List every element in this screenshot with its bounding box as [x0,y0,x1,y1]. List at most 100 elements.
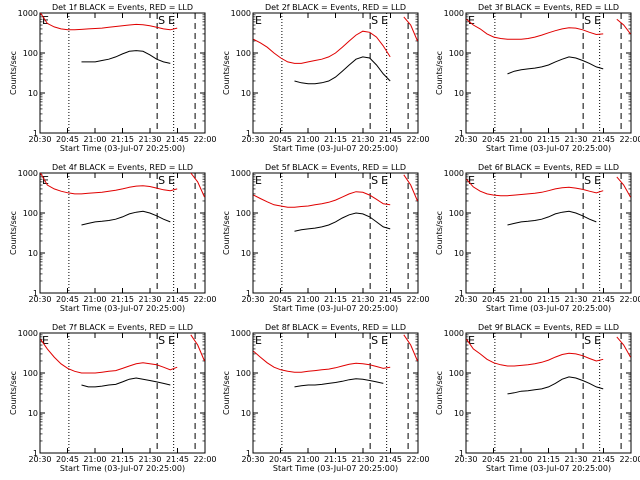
x-tick-label: 22:00 [406,295,429,304]
chart-title: Det 6f BLACK = Events, RED = LLD [478,163,619,172]
y-tick-label: 10 [454,249,464,258]
chart-title: Det 9f BLACK = Events, RED = LLD [478,323,619,332]
lld-series-line [466,178,604,197]
x-tick-label: 21:15 [324,455,347,464]
event-marker: E [168,334,175,347]
events-series-line [81,50,171,64]
x-tick-label: 21:00 [296,455,319,464]
event-marker: E [381,14,388,27]
y-tick-label: 10 [28,409,38,418]
x-tick-label: 21:45 [379,455,402,464]
x-tick-label: 21:45 [592,135,615,144]
y-tick-label: 1000 [444,169,464,178]
y-tick-label: 10 [454,409,464,418]
x-axis-label: Start Time (03-Jul-07 20:25:00) [273,304,398,313]
lld-series-line [190,172,205,198]
event-marker: E [255,174,262,187]
y-tick-label: 100 [449,209,464,218]
x-tick-label: 21:15 [111,135,134,144]
y-tick-label: 1000 [18,169,38,178]
y-tick-label: 10 [241,409,251,418]
y-tick-label: 1 [459,449,464,458]
x-axis-label: Start Time (03-Jul-07 20:25:00) [60,464,185,473]
chart-title: Det 7f BLACK = Events, RED = LLD [52,323,193,332]
x-tick-label: 20:45 [269,455,292,464]
y-axis-label: Counts/sec [222,371,231,415]
x-tick-label: 20:45 [482,135,505,144]
x-tick-label: 20:30 [454,455,477,464]
x-tick-label: 20:30 [454,295,477,304]
y-tick-label: 1 [33,129,38,138]
lld-series-line [616,336,631,358]
x-tick-label: 20:30 [28,135,51,144]
axis-frame [39,172,206,294]
x-tick-label: 20:30 [241,135,264,144]
x-tick-label: 21:00 [296,295,319,304]
event-marker: E [168,174,175,187]
event-marker: E [468,334,475,347]
x-tick-label: 21:45 [166,295,189,304]
chart-panel-3: Det 3f BLACK = Events, RED = LLD 1 10 100 10… [435,3,640,153]
x-tick-label: 21:30 [564,135,587,144]
event-marker: S [584,174,591,187]
y-axis-label: Counts/sec [435,211,444,255]
y-tick-label: 100 [23,369,38,378]
event-marker: E [168,14,175,27]
lld-series-line [403,16,418,42]
y-tick-label: 1 [246,289,251,298]
events-series-line [294,212,391,232]
y-tick-label: 1000 [444,9,464,18]
y-tick-label: 100 [236,209,251,218]
x-tick-label: 21:45 [592,455,615,464]
x-tick-label: 21:30 [138,455,161,464]
x-tick-label: 20:45 [482,455,505,464]
y-tick-label: 1000 [444,329,464,338]
x-axis-label: Start Time (03-Jul-07 20:25:00) [486,304,611,313]
event-marker: E [468,14,475,27]
chart-title: Det 5f BLACK = Events, RED = LLD [265,163,406,172]
y-axis-label: Counts/sec [9,211,18,255]
y-tick-label: 1000 [18,9,38,18]
x-axis-label: Start Time (03-Jul-07 20:25:00) [273,144,398,153]
x-tick-label: 21:30 [138,295,161,304]
lld-series-line [466,18,604,40]
x-tick-label: 21:30 [564,455,587,464]
event-marker: E [594,174,601,187]
y-tick-label: 100 [449,49,464,58]
x-tick-label: 21:15 [537,295,560,304]
event-marker: E [255,334,262,347]
x-tick-label: 20:45 [56,295,79,304]
chart-title: Det 4f BLACK = Events, RED = LLD [52,163,193,172]
y-tick-label: 1000 [231,9,251,18]
event-marker: S [584,14,591,27]
x-tick-label: 20:30 [28,295,51,304]
y-tick-label: 1 [246,129,251,138]
x-tick-label: 21:00 [296,135,319,144]
y-tick-label: 1000 [231,329,251,338]
x-tick-label: 21:00 [509,455,532,464]
y-tick-label: 1 [33,449,38,458]
y-tick-label: 1000 [18,329,38,338]
event-marker: S [371,174,378,187]
y-tick-label: 100 [23,49,38,58]
lld-series-line [616,18,631,35]
x-tick-label: 20:30 [241,455,264,464]
x-tick-label: 21:15 [537,135,560,144]
event-marker: S [371,334,378,347]
y-tick-label: 1000 [231,169,251,178]
lld-series-line [403,334,418,362]
chart-panel-5: Det 5f BLACK = Events, RED = LLD 1 10 100 10… [222,163,430,313]
event-marker: S [158,334,165,347]
event-marker: S [584,334,591,347]
lld-series-line [403,174,418,202]
x-tick-label: 20:45 [269,295,292,304]
x-axis-label: Start Time (03-Jul-07 20:25:00) [60,304,185,313]
x-tick-label: 21:30 [138,135,161,144]
axis-frame [252,12,419,134]
x-axis-label: Start Time (03-Jul-07 20:25:00) [273,464,398,473]
x-tick-label: 22:00 [193,455,216,464]
x-axis-label: Start Time (03-Jul-07 20:25:00) [486,144,611,153]
y-tick-label: 10 [28,249,38,258]
x-tick-label: 21:15 [111,295,134,304]
